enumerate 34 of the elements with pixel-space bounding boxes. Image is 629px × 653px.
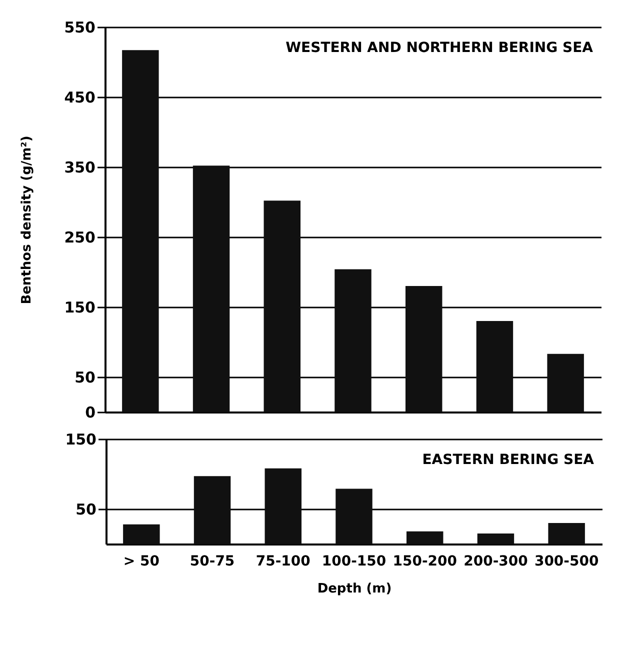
bar: [548, 523, 585, 544]
y-tick-label: 450: [64, 88, 96, 106]
bar: [334, 269, 372, 412]
bar: [122, 50, 159, 412]
bar: [476, 321, 514, 412]
y-tick-label: 50: [76, 500, 96, 518]
x-tick-label: 200-300: [464, 554, 528, 570]
bar: [477, 534, 514, 544]
y-tick-label: 350: [64, 158, 96, 176]
bar: [264, 200, 301, 412]
y-tick-label: 50: [74, 368, 96, 386]
text: WESTERN AND NORTHERN BERING SEA: [286, 40, 594, 56]
y-tick-label: 550: [64, 18, 96, 36]
x-tick-label: 50-75: [190, 554, 235, 570]
bar: [192, 166, 230, 412]
y-tick-label: 0: [85, 404, 96, 422]
x-tick-label: 300-500: [534, 554, 599, 570]
y-tick-label: 150: [65, 430, 96, 448]
y-axis-title: Benthos density (g/m²): [20, 136, 34, 304]
bar: [406, 531, 444, 544]
bar: [123, 524, 160, 544]
bar: [405, 286, 442, 412]
text: EASTERN BERING SEA: [422, 452, 594, 468]
bar: [264, 468, 302, 544]
x-tick-label: > 50: [123, 554, 160, 570]
x-tick-label: 100-150: [322, 554, 386, 570]
x-axis-title: Depth (m): [317, 582, 392, 596]
y-tick-label: 250: [64, 228, 96, 246]
bar: [194, 476, 231, 544]
bar: [336, 488, 372, 544]
x-tick-label: 150-200: [392, 554, 458, 570]
bar: [547, 354, 584, 412]
y-tick-label: 150: [64, 298, 96, 316]
x-tick-label: 75-100: [256, 554, 311, 570]
